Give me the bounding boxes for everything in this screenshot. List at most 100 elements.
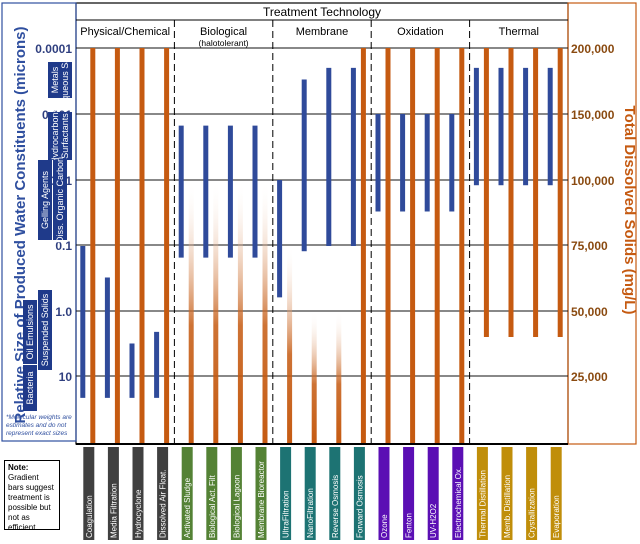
constituent-box [58, 62, 72, 98]
tech-label-box [230, 447, 242, 540]
tech-label: Electrochemical Ox. [454, 467, 463, 538]
tds-bar [139, 48, 145, 444]
size-bar [227, 125, 233, 258]
tech-label-box [353, 447, 365, 540]
tech-label-box [452, 447, 464, 540]
tech-label-box [427, 447, 439, 540]
tds-bar [434, 48, 440, 444]
left-tick-label: 0.1 [55, 239, 72, 253]
tds-bar [164, 48, 170, 444]
tds-bar-gradient [188, 180, 194, 444]
size-bar [129, 343, 135, 398]
tech-label-box [378, 447, 390, 540]
gradient-note-bold: Note: [8, 463, 29, 472]
category-sublabel: (halotolerant) [199, 38, 249, 48]
constituent-label: Aqueous Salt [60, 53, 70, 107]
tds-bar [557, 48, 563, 337]
size-bar [203, 125, 209, 258]
tech-label: Memb. Distillation [503, 475, 512, 538]
tech-label-box [329, 447, 341, 540]
constituent-box [23, 365, 37, 411]
tds-bar [410, 48, 416, 444]
tds-bar [360, 48, 366, 444]
right-tick-label: 75,000 [571, 239, 608, 253]
right-tick-label: 100,000 [571, 174, 615, 188]
molecular-weight-note: *Molecular weights are estimates and do … [6, 414, 72, 437]
constituent-box [38, 160, 52, 240]
tech-label-box [526, 447, 538, 540]
size-bar [473, 67, 479, 186]
tech-label: Ozone [380, 514, 389, 538]
tech-label: Media Filtration [109, 483, 118, 538]
tech-label-box [403, 447, 415, 540]
tech-label-box [304, 447, 316, 540]
tech-label: Reverse Osmosis [331, 475, 340, 538]
size-bar [424, 114, 430, 212]
size-bar [301, 79, 307, 252]
tds-bar [90, 48, 96, 444]
tech-label-box [501, 447, 513, 540]
left-axis-panel [1, 2, 77, 442]
tech-label: Hydrocyclone [134, 489, 143, 538]
gradient-note: Note: Gradient bars suggest treatment is… [4, 460, 60, 532]
chart-title: Treatment Technology [263, 5, 381, 19]
constituent-label: Oil Emulsions [25, 304, 35, 360]
category-label: Membrane [296, 26, 349, 38]
constituent-label: Suspended Solids [40, 293, 50, 366]
tech-label-box [132, 447, 144, 540]
constituent-box [23, 300, 37, 364]
tech-label: Membrane Bioreactor [257, 461, 266, 538]
tds-bar [533, 48, 539, 337]
tds-bar [114, 48, 120, 444]
tech-label-box [255, 447, 267, 540]
constituent-label: Metals [50, 66, 60, 93]
tech-label: Thermal Distillation [478, 470, 487, 538]
left-tick-label: 0.0001 [35, 42, 72, 56]
left-tick-label: 1.0 [55, 305, 72, 319]
tech-label: Evaporation [552, 495, 561, 538]
tds-bar [483, 48, 489, 337]
tech-label: UV-H2O2 [429, 503, 438, 538]
tech-label-box [83, 447, 95, 540]
tech-label: Biological Act. Filt [208, 475, 217, 538]
size-bar [350, 67, 356, 246]
size-bar [449, 114, 455, 212]
tds-bar [508, 48, 514, 337]
tds-bar-gradient [287, 245, 293, 444]
tech-label: Forward Osmosis [355, 475, 364, 538]
tech-label: Crystallization [528, 488, 537, 538]
size-bar [277, 180, 283, 298]
gradient-note-text: Gradient bars suggest treatment is possi… [8, 473, 54, 532]
category-label: Thermal [499, 26, 539, 38]
size-bar [498, 67, 504, 186]
tds-bar [459, 48, 465, 444]
constituent-box [38, 290, 52, 370]
size-bar [178, 125, 184, 258]
left-tick-label: 10 [59, 370, 73, 384]
tds-bar [385, 48, 391, 444]
tech-label-box [550, 447, 562, 540]
tech-label-box [280, 447, 292, 540]
size-bar [252, 125, 258, 258]
category-label: Biological [200, 26, 247, 38]
tds-bar-gradient [262, 180, 268, 444]
size-bar [375, 114, 381, 212]
category-label: Physical/Chemical [80, 26, 170, 38]
constituent-box [53, 160, 67, 240]
size-bar [523, 67, 529, 186]
category-label: Oxidation [397, 26, 443, 38]
constituent-label: Bacteria [25, 371, 35, 404]
size-bar [104, 277, 110, 398]
tech-label-box [107, 447, 119, 540]
right-tick-label: 25,000 [571, 370, 608, 384]
constituent-label: Surfactants [60, 113, 70, 159]
tech-label: Activated Sludge [183, 477, 192, 538]
tds-bar-gradient [336, 311, 342, 444]
tech-label-box [206, 447, 218, 540]
right-axis-panel [567, 2, 637, 445]
size-bar [154, 331, 160, 398]
tech-label-box [476, 447, 488, 540]
constituent-label: Diss. Organic Carbon [55, 157, 65, 243]
